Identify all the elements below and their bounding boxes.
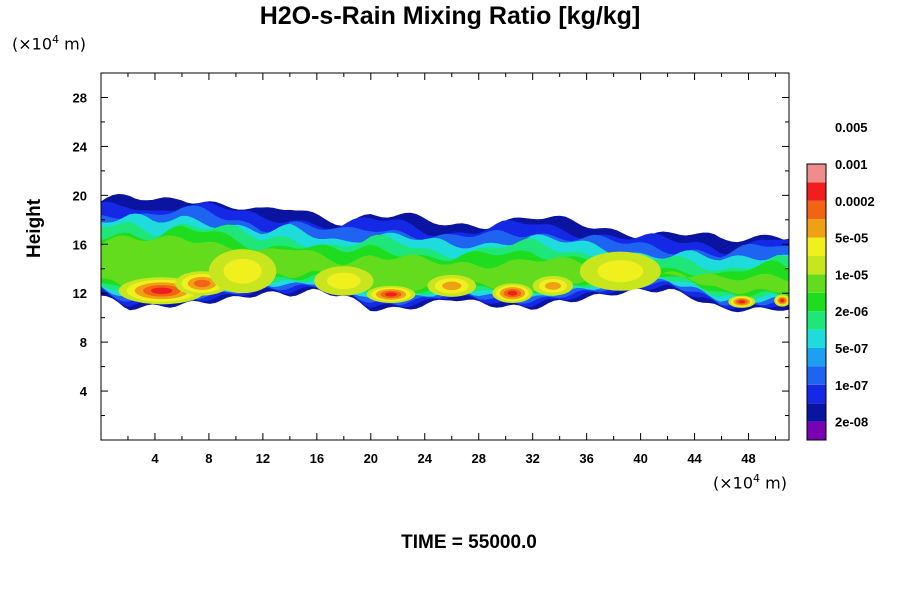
colorbar-swatch-0 <box>807 421 826 440</box>
x-tick-label-24: 24 <box>418 451 433 466</box>
colorbar-swatch-14 <box>807 164 826 183</box>
x-tick-label-12: 12 <box>256 451 270 466</box>
core-9-level-1 <box>327 272 361 290</box>
y-tick-label-20: 20 <box>73 188 87 203</box>
colorbar-swatch-3 <box>807 366 826 385</box>
y-tick-label-24: 24 <box>73 139 88 154</box>
colorbar-label-4: 1e-05 <box>835 267 868 282</box>
colorbar-swatch-4 <box>807 348 826 367</box>
colorbar-label-8: 0.005 <box>835 120 868 135</box>
x-tick-label-4: 4 <box>151 451 159 466</box>
colorbar-label-1: 1e-07 <box>835 378 868 393</box>
x-tick-label-40: 40 <box>633 451 647 466</box>
x-tick-label-8: 8 <box>205 451 212 466</box>
colorbar-label-6: 0.0002 <box>835 194 875 209</box>
core-1-level-3 <box>193 279 211 288</box>
x-tick-label-32: 32 <box>525 451 539 466</box>
y-tick-label-12: 12 <box>73 286 87 301</box>
colorbar-swatch-5 <box>807 329 826 348</box>
core-3-level-4 <box>507 290 518 296</box>
colorbar-swatch-12 <box>807 200 826 220</box>
x-axis-unit: (×104 m) <box>713 472 787 493</box>
y-axis-unit: (×104 m) <box>12 33 86 54</box>
x-tick-label-48: 48 <box>741 451 755 466</box>
colorbar-label-0: 2e-08 <box>835 415 868 430</box>
colorbar-swatch-10 <box>807 237 826 256</box>
y-tick-label-16: 16 <box>73 237 87 252</box>
colorbar-swatch-6 <box>807 311 826 330</box>
y-tick-label-8: 8 <box>80 335 87 350</box>
colorbar-label-5: 5e-05 <box>835 231 868 246</box>
core-0-level-4 <box>151 287 173 295</box>
colorbar-label-7: 0.001 <box>835 157 868 172</box>
colorbar-swatch-13 <box>807 182 826 201</box>
core-2-level-4 <box>385 292 398 297</box>
core-7-level-4 <box>780 299 785 303</box>
field-band-level-5 <box>101 225 789 298</box>
colorbar-swatch-9 <box>807 256 826 275</box>
colorbar-swatch-1 <box>807 403 826 422</box>
plot-frame <box>100 72 790 441</box>
colorbar-swatch-11 <box>807 219 826 238</box>
field-layers <box>101 194 789 313</box>
core-10-level-1 <box>597 260 644 283</box>
colorbar-label-2: 5e-07 <box>835 341 868 356</box>
core-5-level-2 <box>544 281 561 290</box>
core-8-level-1 <box>223 258 262 284</box>
colorbar-swatch-8 <box>807 274 826 293</box>
x-tick-label-36: 36 <box>579 451 593 466</box>
x-tick-label-16: 16 <box>310 451 324 466</box>
colorbar-swatch-7 <box>807 292 826 312</box>
core-4-level-2 <box>442 281 462 291</box>
y-tick-label-4: 4 <box>80 384 88 399</box>
x-tick-label-28: 28 <box>471 451 485 466</box>
y-tick-label-28: 28 <box>73 90 87 105</box>
colorbar-label-3: 2e-06 <box>835 304 868 319</box>
chart-title: H2O-s-Rain Mixing Ratio [kg/kg] <box>259 2 641 30</box>
colorbar-frame <box>806 163 827 441</box>
time-label: TIME = 55000.0 <box>401 532 537 553</box>
core-6-level-4 <box>738 300 746 304</box>
x-tick-label-20: 20 <box>364 451 378 466</box>
field-band-level-6 <box>101 235 789 295</box>
colorbar-swatch-2 <box>807 384 826 404</box>
x-tick-label-44: 44 <box>687 451 702 466</box>
